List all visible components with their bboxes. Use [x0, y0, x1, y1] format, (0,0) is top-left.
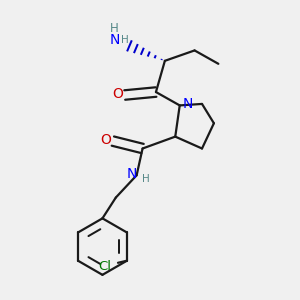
Text: Cl: Cl: [99, 260, 112, 273]
Text: N: N: [109, 33, 119, 47]
Text: N: N: [127, 167, 137, 181]
Text: N: N: [183, 97, 193, 111]
Text: O: O: [112, 86, 123, 100]
Text: O: O: [100, 133, 111, 147]
Text: H: H: [110, 22, 119, 34]
Text: H: H: [142, 174, 150, 184]
Text: H: H: [121, 35, 129, 45]
